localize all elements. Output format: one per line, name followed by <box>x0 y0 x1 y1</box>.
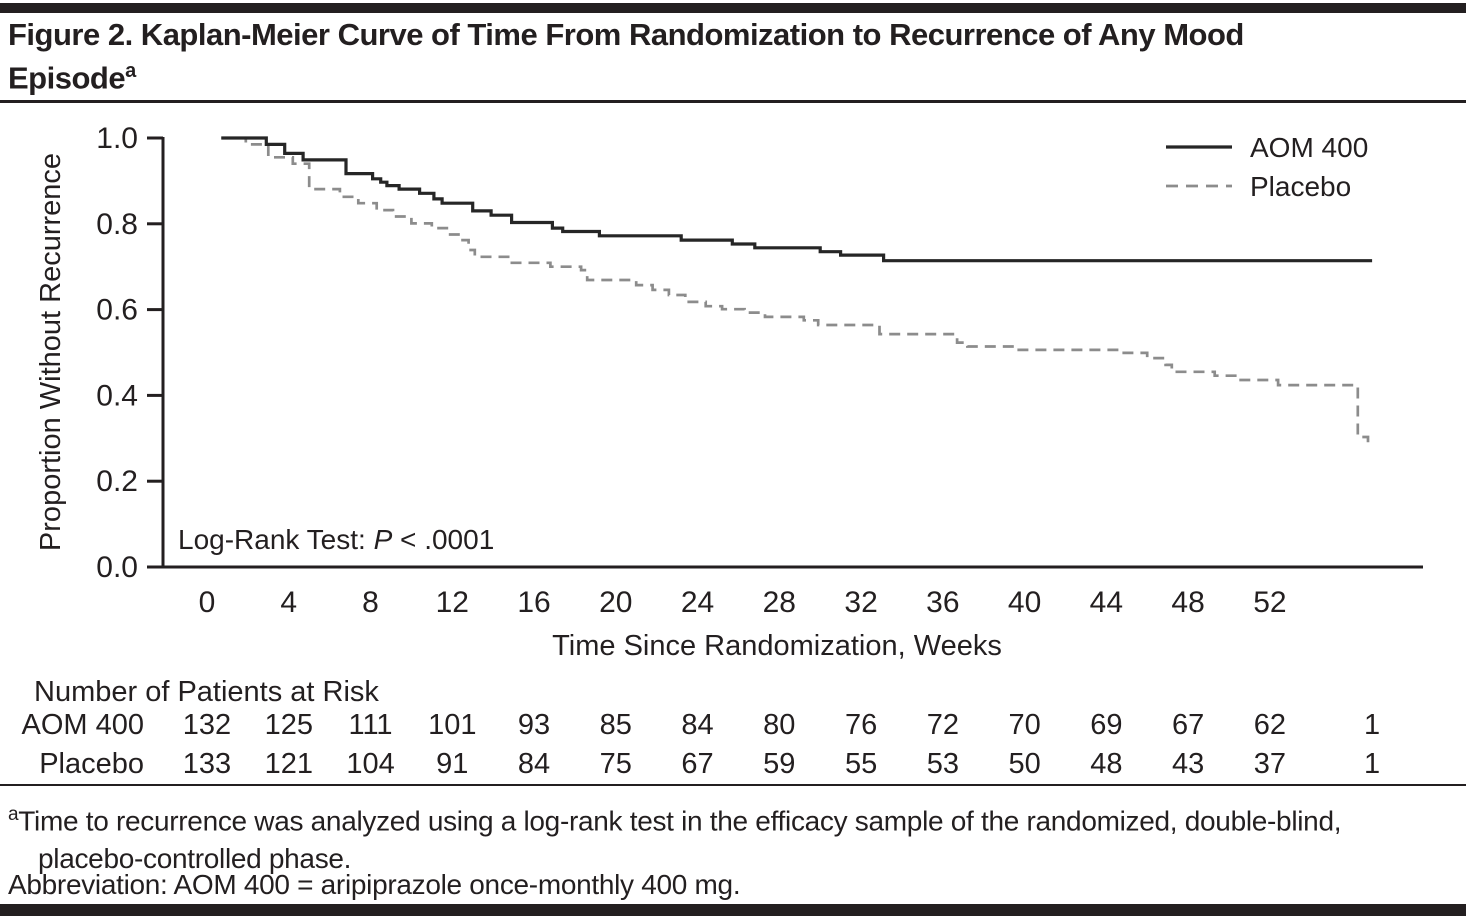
x-tick-label: 8 <box>362 586 379 619</box>
at-risk-value: 80 <box>763 709 795 741</box>
at-risk-header: Number of Patients at Risk <box>34 676 379 708</box>
at-risk-value: 48 <box>1090 748 1122 780</box>
footnote: aTime to recurrence was analyzed using a… <box>8 796 1460 878</box>
figure-title-line2: Episode <box>8 60 126 96</box>
legend-label: Placebo <box>1250 171 1351 202</box>
footer-divider-rule <box>0 784 1466 786</box>
y-axis-title: Proportion Without Recurrence <box>35 153 67 551</box>
at-risk-value: 55 <box>845 748 877 780</box>
at-risk-value: 67 <box>681 748 713 780</box>
x-tick-label: 48 <box>1171 586 1204 619</box>
x-tick-label: 40 <box>1008 586 1041 619</box>
curve-placebo <box>221 136 1373 447</box>
at-risk-value: 62 <box>1254 709 1286 741</box>
at-risk-value: 133 <box>183 748 231 780</box>
at-risk-value: 111 <box>348 709 392 741</box>
legend-label: AOM 400 <box>1250 132 1368 163</box>
figure-title-line1: Figure 2. Kaplan-Meier Curve of Time Fro… <box>8 17 1244 52</box>
y-tick-label: 0.0 <box>96 551 138 584</box>
x-tick-label: 0 <box>199 586 216 619</box>
y-tick-label: 1.0 <box>96 122 138 155</box>
at-risk-value: 53 <box>927 748 959 780</box>
at-risk-value: 125 <box>265 709 313 741</box>
abbreviation-note: Abbreviation: AOM 400 = aripiprazole onc… <box>8 869 741 900</box>
at-risk-value: 75 <box>600 748 632 780</box>
at-risk-value: 91 <box>436 748 468 780</box>
at-risk-value: 93 <box>518 709 550 741</box>
footnote-line2: placebo-controlled phase. <box>38 843 352 875</box>
at-risk-value: 84 <box>518 748 550 780</box>
at-risk-row-label: Placebo <box>39 748 144 780</box>
x-tick-label: 20 <box>599 586 632 619</box>
footnote-marker: a <box>8 804 19 825</box>
y-tick-label: 0.4 <box>96 379 138 412</box>
curve-aom-400 <box>221 136 1373 263</box>
top-rule-bar <box>0 3 1466 13</box>
x-tick-label: 12 <box>436 586 469 619</box>
footnote-line1: Time to recurrence was analyzed using a … <box>18 805 1342 837</box>
at-risk-value: 70 <box>1008 709 1040 741</box>
at-risk-value: 69 <box>1090 709 1122 741</box>
at-risk-value: 43 <box>1172 748 1204 780</box>
x-tick-label: 52 <box>1253 586 1286 619</box>
at-risk-value: 76 <box>845 709 877 741</box>
x-tick-label: 16 <box>517 586 550 619</box>
title-divider-rule <box>0 100 1466 103</box>
at-risk-value: 72 <box>927 709 959 741</box>
figure-title-superscript: a <box>125 60 136 82</box>
y-tick-label: 0.2 <box>96 465 138 498</box>
at-risk-value: 1 <box>1364 709 1380 741</box>
x-tick-label: 44 <box>1090 586 1123 619</box>
at-risk-value: 132 <box>183 709 231 741</box>
x-axis-title: Time Since Randomization, Weeks <box>552 630 1002 662</box>
x-tick-label: 32 <box>844 586 877 619</box>
at-risk-row-label: AOM 400 <box>22 709 145 741</box>
x-tick-label: 28 <box>763 586 796 619</box>
at-risk-value: 101 <box>428 709 476 741</box>
at-risk-value: 1 <box>1364 748 1380 780</box>
bottom-rule-bar <box>0 904 1466 916</box>
at-risk-value: 37 <box>1254 748 1286 780</box>
at-risk-value: 67 <box>1172 709 1204 741</box>
log-rank-annotation: Log-Rank Test: P < .0001 <box>178 524 494 555</box>
y-tick-label: 0.6 <box>96 294 138 327</box>
figure-title: Figure 2. Kaplan-Meier Curve of Time Fro… <box>8 16 1460 96</box>
x-tick-label: 24 <box>681 586 714 619</box>
at-risk-value: 50 <box>1008 748 1040 780</box>
at-risk-value: 59 <box>763 748 795 780</box>
at-risk-value: 121 <box>265 748 313 780</box>
x-tick-label: 36 <box>926 586 959 619</box>
at-risk-value: 84 <box>681 709 713 741</box>
at-risk-value: 104 <box>346 748 394 780</box>
y-tick-label: 0.8 <box>96 208 138 241</box>
x-tick-label: 4 <box>280 586 297 619</box>
at-risk-value: 85 <box>600 709 632 741</box>
